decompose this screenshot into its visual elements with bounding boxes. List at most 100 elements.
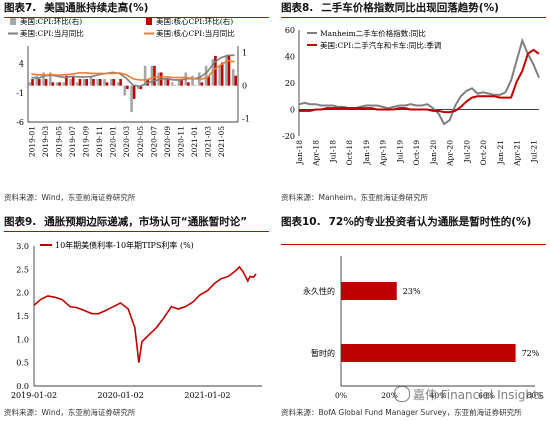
bar-mark xyxy=(119,79,122,86)
y-tick-label: 60 xyxy=(285,26,295,35)
legend-label: 美国:核心CPI:环比(右) xyxy=(156,18,233,26)
y-tick-label: 2.5 xyxy=(16,265,29,274)
y-tick-label: 1.5 xyxy=(16,312,29,321)
bar-mark xyxy=(55,82,59,86)
title-rule xyxy=(4,17,269,18)
legend-label: 美国:CPI:环比(右) xyxy=(20,18,82,26)
bar-mark xyxy=(51,82,55,86)
y-tick-label: 1.0 xyxy=(16,335,29,344)
bar-mark xyxy=(341,344,516,362)
y-tick-label-right: 0 xyxy=(242,82,247,91)
x-tick-label: 20% xyxy=(381,391,398,400)
x-tick-label: 80% xyxy=(527,391,544,400)
bar-mark xyxy=(200,82,204,86)
x-tick-label: 2020-11 xyxy=(176,126,185,157)
bar-mark xyxy=(130,85,133,113)
x-tick-label: Oct-19 xyxy=(412,140,421,166)
legend-swatch xyxy=(10,18,16,25)
legend-swatch xyxy=(146,18,152,25)
bar-mark xyxy=(42,72,45,86)
x-tick-label: 2021-03 xyxy=(204,126,213,157)
y-tick-label: 20 xyxy=(285,79,295,88)
bar-mark xyxy=(207,75,210,86)
y-tick-label-right: 1 xyxy=(242,49,247,58)
bar-mark xyxy=(38,79,41,86)
bar-mark xyxy=(132,85,136,99)
x-tick-label: Jul-21 xyxy=(529,140,538,163)
x-tick-label: 2019-01 xyxy=(27,126,36,157)
survey-chart: 永久性的 23% 暂时的 72% 0% 20% 40% 60% 80% xyxy=(303,256,544,400)
title-rule xyxy=(4,231,269,232)
x-tick-label: Jul-18 xyxy=(328,140,337,164)
data-label: 23% xyxy=(403,287,421,296)
y-tick-label: 40 xyxy=(285,53,295,62)
x-tick-label: 2019-07 xyxy=(68,126,77,157)
x-tick-label: Jul-19 xyxy=(395,140,404,164)
bar-mark xyxy=(214,55,217,86)
x-tick-label: Oct-18 xyxy=(345,140,354,166)
watermark: 嘉伟 Financial Insights xyxy=(393,386,544,403)
bar-mark xyxy=(187,82,190,86)
bar-mark xyxy=(98,79,102,86)
x-tick-label: 2019-09 xyxy=(82,126,91,157)
title-rule xyxy=(281,244,546,245)
bar-mark xyxy=(220,62,224,86)
x-tick-label: 2019-11 xyxy=(95,126,104,157)
y-tick-label: 2.0 xyxy=(16,289,29,298)
bar-mark xyxy=(153,65,156,86)
data-label: 72% xyxy=(522,349,540,358)
bar-mark xyxy=(180,79,183,86)
x-tick-label: Jan-19 xyxy=(362,140,371,166)
legend-label: 美国:CPI:当月同比 xyxy=(20,28,84,38)
x-tick-label: 2021-01-02 xyxy=(184,391,230,400)
bar-mark xyxy=(65,75,68,86)
bar-mark xyxy=(116,82,120,86)
bar-mark xyxy=(69,79,72,86)
bar-mark xyxy=(71,75,75,86)
bar-mark xyxy=(227,55,231,86)
bar-mark xyxy=(85,79,89,86)
chart-title-cpi: 图表7. 美国通胀持续走高(%) xyxy=(4,2,149,14)
x-tick-label: 2021-05 xyxy=(217,126,226,157)
x-tick-label: 2020-09 xyxy=(163,126,172,157)
bar-mark xyxy=(103,79,106,86)
bar-mark xyxy=(44,79,48,86)
bar-mark xyxy=(96,79,99,86)
watermark-logo-icon xyxy=(393,386,410,402)
series-line xyxy=(33,265,257,363)
bar-mark xyxy=(126,85,129,89)
bar-mark xyxy=(112,79,116,86)
bar-mark xyxy=(31,79,34,86)
y-tick-label: 3.0 xyxy=(16,242,29,251)
used-car-chart: -20 0 20 40 60 Jan-18 Apr-18 Jul-18 Oct-18 Jan-19… xyxy=(282,26,540,167)
x-tick-label: Apr-18 xyxy=(312,140,321,167)
x-tick-label: Apr-19 xyxy=(379,140,388,167)
y-tick-label-right: -1 xyxy=(242,115,250,124)
title-rule xyxy=(281,17,546,18)
x-tick-label: 2020-01 xyxy=(109,126,118,157)
bar-mark xyxy=(143,65,147,86)
y-tick-label: 0.0 xyxy=(16,382,29,391)
source-note-breakeven: 资料来源：Wind，东亚前海证券研究所 xyxy=(4,408,136,417)
x-tick-label: Apr-20 xyxy=(446,140,455,167)
bar-mark xyxy=(62,82,66,86)
chart-panel-survey: 图表10. 72%的专业投资者认为通胀是暂时性的(%) 永久性的 23% 暂时的 72%… xyxy=(277,214,550,421)
category-label: 暂时的 xyxy=(311,348,335,358)
x-tick-label: 2019-01-02 xyxy=(11,391,57,400)
series-line xyxy=(31,54,235,88)
bar-mark xyxy=(211,59,215,86)
bar-mark xyxy=(204,65,208,86)
x-tick-label: Jan-18 xyxy=(295,140,304,166)
series-line xyxy=(31,59,235,81)
bar-mark xyxy=(341,282,397,300)
series-line xyxy=(298,37,540,126)
x-tick-label: 2020-03 xyxy=(122,126,131,157)
bar-mark xyxy=(58,82,61,86)
x-tick-label: 2020-05 xyxy=(136,126,145,157)
bar-mark xyxy=(109,79,113,86)
bar-mark xyxy=(105,82,109,86)
x-tick-label: Apr-21 xyxy=(513,140,522,167)
x-tick-label: 2021-01 xyxy=(190,126,199,157)
source-note-cpi: 资料来源：Wind，东亚前海证券研究所 xyxy=(4,193,136,202)
series-line xyxy=(299,48,540,114)
